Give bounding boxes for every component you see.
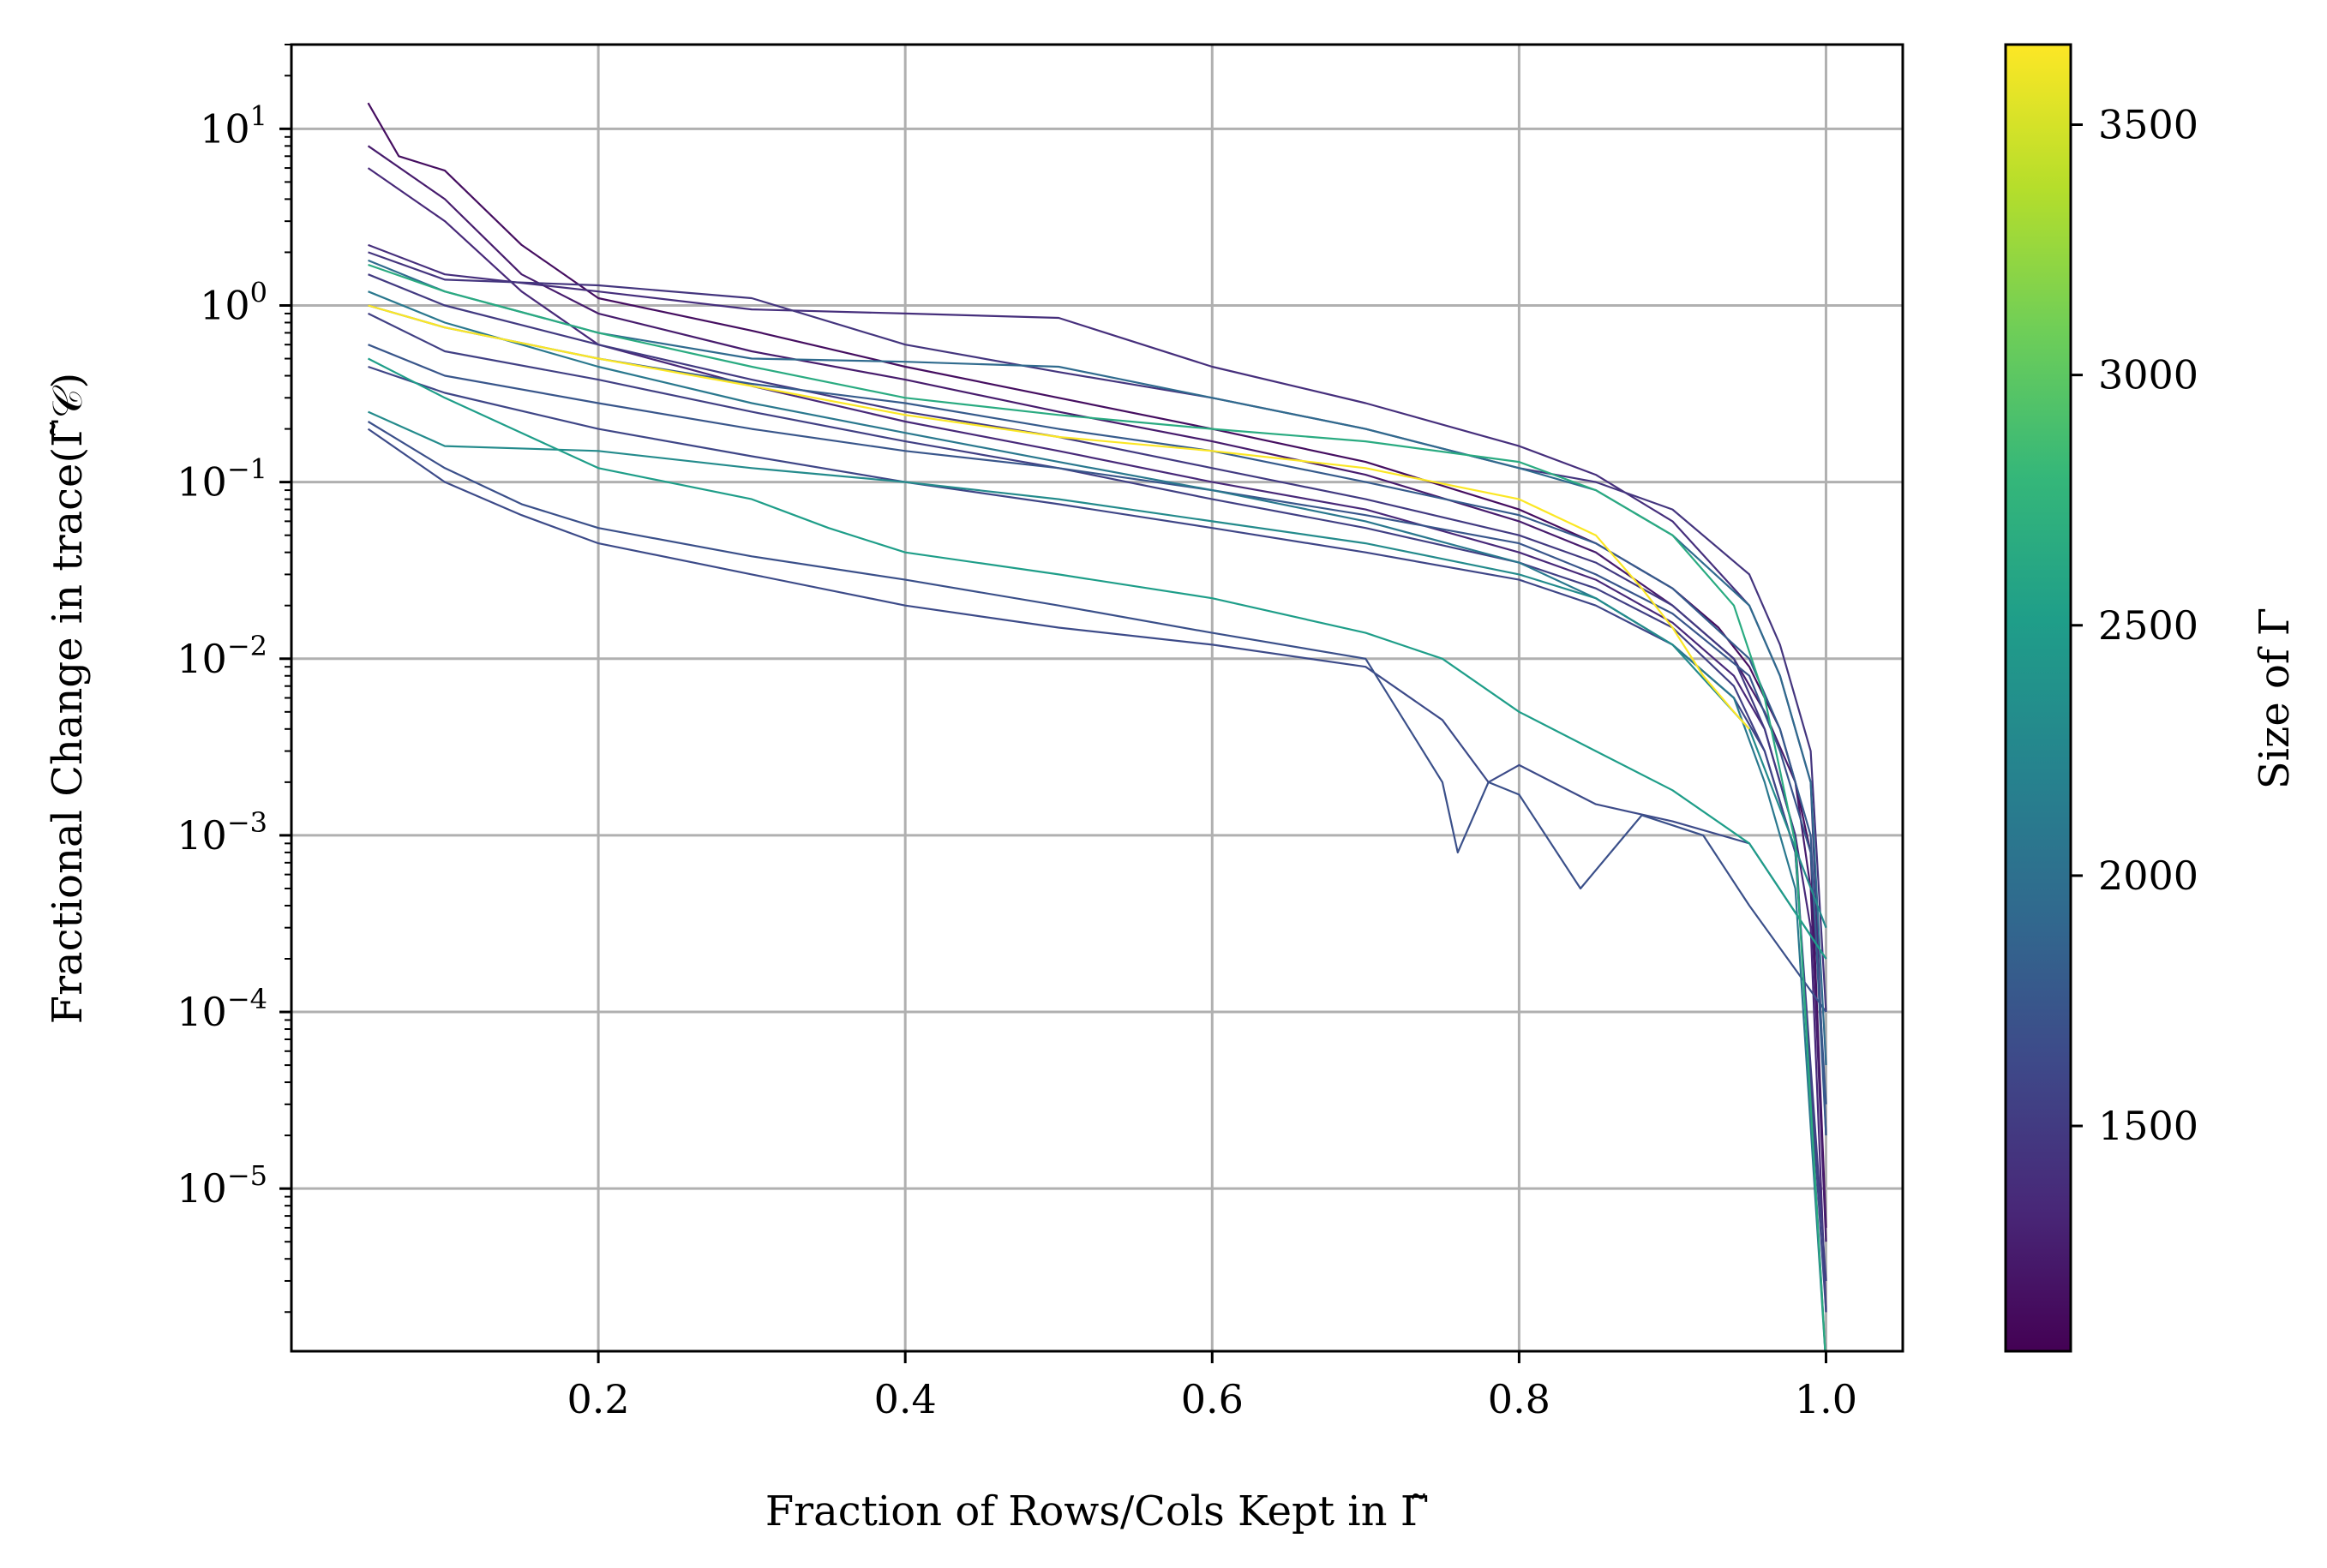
x-axis-label: Fraction of Rows/Cols Kept in Γ̃ (765, 1487, 1429, 1535)
y-tick-label: 101 (200, 99, 267, 152)
colorbar-tick-label: 3500 (2098, 101, 2198, 147)
x-tick-label: 0.8 (1488, 1376, 1550, 1422)
y-tick-label: 100 (200, 276, 267, 328)
colorbar (2004, 43, 2072, 1353)
y-axis: 101 100 10−1 10−2 10−3 10−4 10−5 (177, 44, 291, 1314)
x-tick-label: 0.6 (1181, 1376, 1244, 1422)
series-line (368, 290, 1826, 1351)
series-line (368, 304, 1750, 730)
series-line (368, 263, 1826, 1351)
x-axis: 0.2 0.4 0.6 0.8 1.0 (567, 1351, 1857, 1422)
series-line (367, 421, 1827, 1013)
colorbar-tick-label: 1500 (2098, 1103, 2198, 1149)
x-tick-label: 0.2 (567, 1376, 630, 1422)
series-line (367, 428, 1827, 960)
colorbar-tick-label: 2000 (2098, 853, 2198, 899)
x-tick-label: 1.0 (1795, 1376, 1857, 1422)
series-group (367, 102, 1827, 1351)
series-line (368, 410, 1827, 929)
colorbar-label: Size of Γ (2251, 607, 2299, 789)
grid (291, 45, 1903, 1351)
colorbar-ticks: 1500 2000 2500 3000 3500 (2071, 101, 2198, 1149)
y-tick-label: 10−5 (177, 1159, 267, 1212)
y-axis-label: Fractional Change in trace(Γ̃𝒞) (44, 373, 92, 1024)
x-tick-label: 0.4 (874, 1376, 937, 1422)
y-tick-label: 10−4 (177, 983, 267, 1035)
y-tick-label: 10−1 (177, 453, 267, 506)
y-tick-label: 10−3 (177, 806, 267, 859)
series-line (368, 259, 1827, 1066)
series-line (368, 273, 1826, 1351)
series-line (367, 145, 1827, 1242)
series-line (367, 357, 1827, 960)
colorbar-tick-label: 3000 (2098, 352, 2198, 398)
plot-background (291, 45, 1903, 1351)
colorbar-tick-label: 2500 (2098, 602, 2198, 649)
y-tick-label: 10−2 (177, 630, 267, 682)
series-line (368, 312, 1827, 1282)
series-line (368, 365, 1827, 1313)
